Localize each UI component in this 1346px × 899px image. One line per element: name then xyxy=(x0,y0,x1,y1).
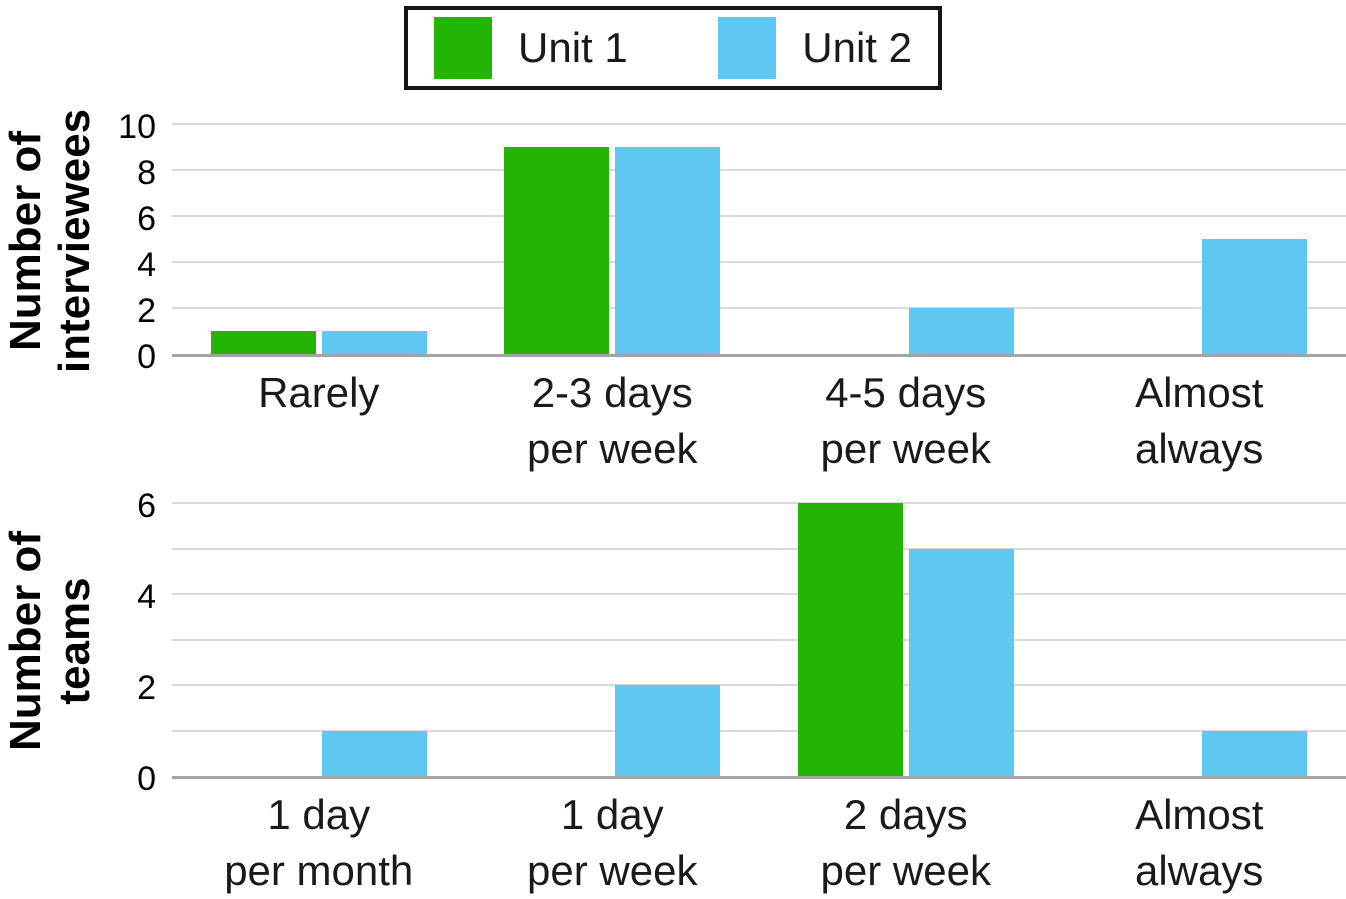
bar-group xyxy=(759,124,1053,354)
x-category-label: Almost always xyxy=(1053,365,1346,477)
legend-item-unit2: Unit 2 xyxy=(718,17,912,79)
chart-legend: Unit 1 Unit 2 xyxy=(404,6,942,90)
bar-group xyxy=(466,124,760,354)
bar-unit-2 xyxy=(322,331,427,354)
legend-swatch-unit1 xyxy=(434,17,492,79)
y-axis-title-interviewees: Number of interviewees xyxy=(0,124,100,357)
bar-group xyxy=(1053,503,1346,776)
bar-group xyxy=(466,503,760,776)
y-tick-label: 4 xyxy=(137,579,156,615)
bars-layer xyxy=(172,503,1346,776)
x-category-label: 2-3 days per week xyxy=(466,365,760,477)
y-axis-title-line: teams xyxy=(50,531,99,751)
y-tick-label: 2 xyxy=(137,293,156,329)
y-tick-label: 0 xyxy=(137,339,156,375)
x-category-label: 1 day per month xyxy=(172,787,466,899)
bar-unit-2 xyxy=(322,731,427,777)
y-tick-label: 2 xyxy=(137,670,156,706)
y-axis-title-line: Number of xyxy=(1,531,50,751)
x-category-label: Rarely xyxy=(172,365,466,477)
legend-label-unit2: Unit 2 xyxy=(802,27,912,69)
plot-area-teams xyxy=(172,503,1346,779)
plot-area-interviewees xyxy=(172,124,1346,357)
bar-unit-2 xyxy=(909,308,1014,354)
x-category-label: Almost always xyxy=(1053,787,1346,899)
bar-group xyxy=(1053,124,1346,354)
y-axis-title-line: interviewees xyxy=(50,108,99,372)
bar-group xyxy=(172,503,466,776)
legend-item-unit1: Unit 1 xyxy=(434,17,628,79)
x-category-label: 1 day per week xyxy=(466,787,760,899)
bar-group xyxy=(759,503,1053,776)
bar-unit-2 xyxy=(1202,239,1307,354)
x-category-label: 4-5 days per week xyxy=(759,365,1053,477)
bar-unit-2 xyxy=(1202,731,1307,777)
y-axis-title-line: Number of xyxy=(1,108,50,372)
bar-unit-2 xyxy=(615,685,720,776)
x-category-label: 2 days per week xyxy=(759,787,1053,899)
y-tick-label: 6 xyxy=(137,488,156,524)
y-tick-label: 8 xyxy=(137,155,156,191)
y-tick-label: 6 xyxy=(137,201,156,237)
bar-unit-1 xyxy=(211,331,316,354)
bars-layer xyxy=(172,124,1346,354)
y-tick-label: 0 xyxy=(137,761,156,797)
bar-unit-2 xyxy=(615,147,720,354)
y-tick-label: 10 xyxy=(118,109,156,145)
legend-label-unit1: Unit 1 xyxy=(518,27,628,69)
y-tick-label: 4 xyxy=(137,247,156,283)
bar-group xyxy=(172,124,466,354)
bar-unit-2 xyxy=(909,549,1014,777)
y-axis-title-teams: Number of teams xyxy=(0,503,100,779)
bar-unit-1 xyxy=(504,147,609,354)
legend-swatch-unit2 xyxy=(718,17,776,79)
bar-unit-1 xyxy=(798,503,903,776)
